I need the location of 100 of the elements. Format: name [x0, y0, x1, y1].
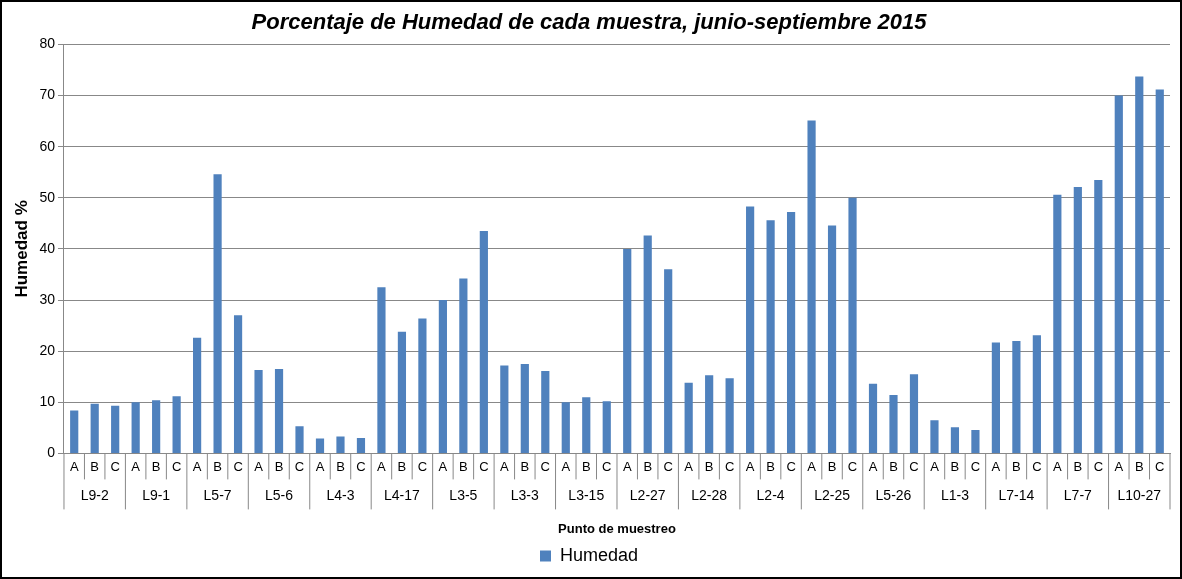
text: L2-25 [814, 487, 851, 504]
text: L7-7 [1063, 487, 1093, 504]
x-tick-label: C [909, 458, 919, 474]
bar [950, 427, 960, 453]
x-tick-label: B [1073, 458, 1083, 474]
text: L9-1 [142, 487, 171, 504]
bar [90, 403, 99, 453]
x-tick-label: A [315, 458, 325, 474]
text: L5-26 [875, 487, 912, 504]
text: L1-3 [940, 487, 970, 504]
x-tick-label: C [540, 458, 550, 474]
x-tick-label: A [69, 458, 79, 474]
x-tick-label: B [766, 458, 775, 474]
x-tick-label: A [868, 458, 878, 474]
bar [172, 396, 181, 453]
x-tick-label: C [479, 458, 489, 474]
bar [397, 331, 407, 453]
x-tick-label: B [459, 458, 468, 474]
bar [848, 197, 857, 453]
y-axis-title: Humedad % [11, 200, 31, 298]
x-tick-label: C [233, 458, 243, 474]
bar [500, 365, 509, 453]
x-tick-label: C [1093, 458, 1104, 474]
y-tick-label: 30 [39, 290, 56, 307]
bar [889, 395, 898, 453]
bar [1032, 335, 1041, 453]
x-tick-label: C [110, 458, 120, 474]
bar [909, 374, 919, 453]
bar [295, 426, 304, 453]
y-tick-label: 40 [39, 239, 56, 256]
bar [70, 410, 79, 453]
x-tick-label: B [520, 458, 530, 474]
x-tick-label: A [500, 458, 509, 474]
x-tick-label: B [581, 458, 591, 474]
bar [786, 212, 796, 453]
bar [623, 248, 632, 453]
bar [868, 383, 878, 453]
text: L4-17 [384, 487, 421, 504]
chart-title: Porcentaje de Humedad de cada muestra, junio-septiembre 2015 [251, 9, 928, 35]
x-tick-label: A [131, 458, 141, 474]
bar [930, 420, 939, 453]
bar [725, 378, 734, 453]
text: L5-7 [203, 487, 232, 504]
bar [356, 438, 366, 453]
x-tick-label: C [356, 458, 366, 474]
bar [582, 397, 591, 453]
bar [766, 220, 775, 453]
bar [1094, 179, 1103, 453]
bar [459, 278, 468, 453]
text: L7-14 [998, 487, 1035, 504]
bar [213, 174, 222, 453]
x-tick-label: A [561, 458, 571, 474]
x-tick-label: A [438, 458, 448, 474]
text: L3-15 [568, 487, 605, 504]
x-tick-label: B [151, 458, 161, 474]
y-tick-label: 10 [39, 393, 56, 410]
bar [520, 363, 529, 453]
x-tick-label: C [663, 458, 673, 474]
x-tick-label: B [90, 458, 100, 474]
x-tick-label: A [254, 458, 264, 474]
x-tick-label: C [602, 458, 612, 474]
y-tick-label: 80 [39, 35, 56, 52]
bar [1053, 194, 1062, 453]
bar [705, 375, 714, 453]
x-tick-label: B [1134, 458, 1144, 474]
x-tick-label: A [991, 458, 1001, 474]
x-tick-label: C [171, 458, 182, 474]
x-tick-label: B [274, 458, 284, 474]
text: L3-5 [449, 487, 478, 504]
y-tick-label: 60 [39, 137, 56, 154]
bar [1114, 95, 1123, 453]
x-tick-label: C [294, 458, 305, 474]
text: L2-27 [629, 487, 666, 504]
x-tick-label: A [684, 458, 694, 474]
bar [561, 402, 570, 453]
bar [991, 342, 1000, 453]
bar [684, 382, 693, 453]
text: L4-3 [326, 487, 355, 504]
bar [1012, 340, 1021, 453]
bar [1073, 187, 1082, 453]
x-tick-label: B [397, 458, 407, 474]
y-tick-label: 20 [39, 342, 56, 359]
x-tick-label: A [745, 458, 755, 474]
text: L3-3 [510, 487, 540, 504]
bar [233, 315, 243, 453]
bar [438, 300, 447, 453]
x-tick-label: C [417, 458, 428, 474]
text: L2-4 [756, 487, 785, 504]
bar [827, 225, 837, 453]
x-tick-label: A [622, 458, 632, 474]
bar [111, 405, 120, 453]
x-tick-label: C [970, 458, 981, 474]
text: L2-28 [691, 487, 728, 504]
x-tick-label: B [889, 458, 898, 474]
bar [131, 402, 140, 453]
x-tick-label: C [786, 458, 796, 474]
bar [377, 287, 386, 453]
x-tick-label: A [1114, 458, 1124, 474]
y-tick-label: 70 [39, 86, 56, 103]
x-tick-label: B [950, 458, 960, 474]
